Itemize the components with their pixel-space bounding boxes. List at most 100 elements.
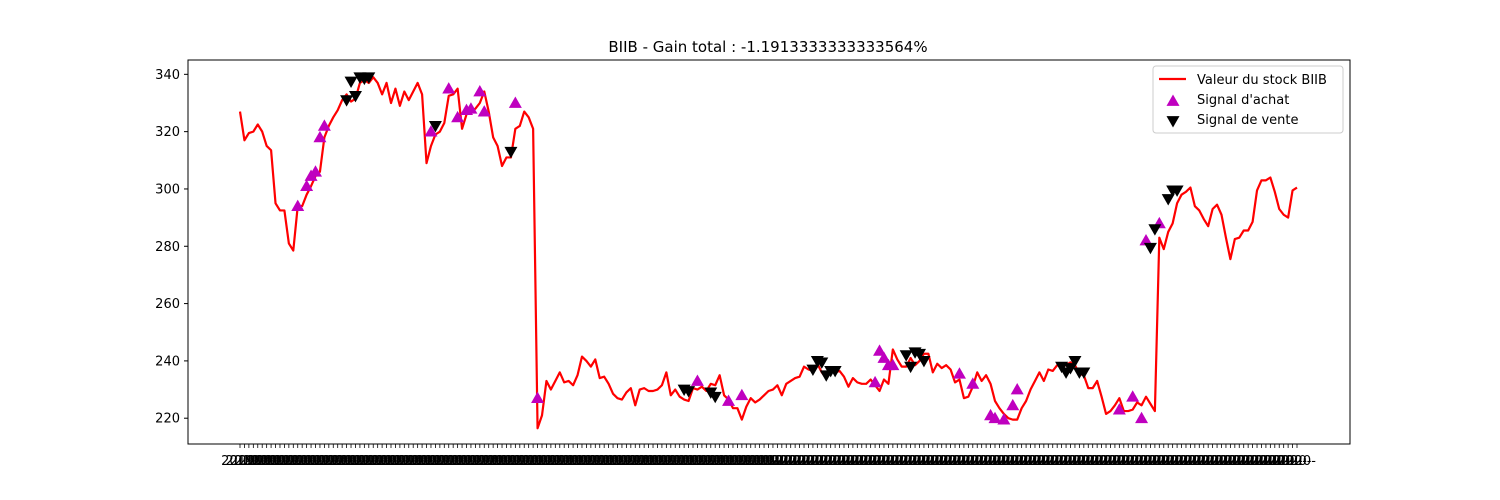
x-tick-label: 2019- — [456, 454, 494, 469]
buy-signal-marker — [1139, 234, 1153, 246]
buy-signal-marker — [997, 413, 1011, 425]
x-tick-label: 2020- — [852, 454, 890, 469]
x-tick-label: 2020- — [1247, 454, 1285, 469]
x-tick-label: 2020- — [865, 454, 903, 469]
plot-frame — [187, 59, 1351, 445]
x-tick-label: 2020- — [843, 454, 881, 469]
x-tick-label: 2019- — [665, 454, 703, 469]
buy-signal-marker — [886, 358, 900, 371]
x-tick-label: 2019- — [585, 454, 623, 469]
x-tick-label: 2020- — [883, 454, 921, 469]
x-tick-label: 2019- — [532, 454, 570, 469]
x-tick-label: 2020- — [1105, 454, 1143, 469]
x-tick-label: 2019- — [732, 454, 770, 469]
x-tick-label: 2019- — [652, 454, 690, 469]
x-tick-label: 2020- — [1211, 454, 1249, 469]
x-tick-label: 2019- — [599, 454, 637, 469]
x-tick-label: 2019- — [679, 454, 717, 469]
x-tick-label: 2019- — [425, 454, 463, 469]
buy-signal-marker — [309, 165, 322, 177]
x-tick-label: 2020- — [785, 454, 823, 469]
x-tick-label: 2020- — [834, 454, 872, 469]
x-tick-label: 2020- — [918, 454, 956, 469]
x-tick-label: 2020- — [949, 454, 987, 469]
x-tick-label: 2020- — [798, 454, 836, 469]
sell-signal-marker — [1148, 224, 1162, 236]
x-tick-label: 2020- — [998, 454, 1036, 469]
x-tick-label: 2019- — [568, 454, 606, 469]
x-tick-label: 2019- — [385, 454, 423, 469]
x-tick-label: 2019- — [381, 454, 419, 469]
x-tick-label: 2020- — [981, 454, 1019, 469]
x-tick-label: 2020- — [856, 454, 894, 469]
x-tick-label: 2019- — [332, 454, 370, 469]
x-tick-label: 2019- — [714, 454, 752, 469]
plot-area — [187, 59, 1351, 445]
x-tick-label: 2020- — [958, 454, 996, 469]
x-tick-label: 2020- — [1229, 454, 1267, 469]
x-tick-label: 2019- — [696, 454, 734, 469]
buy-signal-marker — [464, 102, 478, 114]
x-tick-label: 2020- — [1274, 454, 1312, 469]
x-tick-label: 2019- — [674, 454, 712, 469]
buy-signal-marker — [1010, 383, 1024, 395]
sell-signal-marker — [348, 90, 362, 103]
x-tick-label: 2019- — [630, 454, 668, 469]
x-tick-label: 2020- — [1260, 454, 1298, 469]
x-tick-label: 2020- — [945, 454, 983, 469]
x-tick-label: 2020- — [1154, 454, 1192, 469]
x-tick-label: 2019- — [510, 454, 548, 469]
y-tick-label: 280 — [155, 240, 180, 255]
sell-signal-marker — [340, 95, 354, 107]
x-tick-label: 2020- — [989, 454, 1027, 469]
x-tick-label: 2019- — [310, 454, 348, 469]
x-tick-label: 2019- — [363, 454, 401, 469]
x-tick-label: 2020- — [781, 454, 819, 469]
x-tick-label: 2020- — [1056, 454, 1094, 469]
x-tick-label: 2019- — [479, 454, 517, 469]
x-tick-label: 2019- — [297, 454, 335, 469]
sell-signal-marker — [1143, 242, 1157, 255]
x-tick-label: 2019- — [723, 454, 761, 469]
sell-signal-marker — [1170, 185, 1184, 197]
x-tick-label: 2020- — [1203, 454, 1241, 469]
x-tick-label: 2019- — [399, 454, 437, 469]
buy-signal-marker — [1126, 390, 1140, 402]
sell-signal-marker — [428, 121, 442, 133]
x-tick-label: 2019- — [226, 454, 264, 469]
buy-signal-marker — [735, 388, 749, 401]
x-tick-label: 2020- — [1083, 454, 1121, 469]
x-tick-label: 2019- — [719, 454, 757, 469]
x-tick-label: 2020- — [1100, 454, 1138, 469]
x-tick-label: 2019- — [345, 454, 383, 469]
x-tick-label: 2019- — [408, 454, 446, 469]
x-tick-label: 2019- — [590, 454, 628, 469]
x-tick-label: 2019- — [283, 454, 321, 469]
x-axis: 2019-2019-2019-2019-2019-2019-2019-2019-… — [221, 444, 1316, 469]
legend-entry-label: Signal d'achat — [1197, 93, 1289, 108]
sell-signal-marker — [904, 361, 918, 374]
x-tick-label: 2019- — [488, 454, 526, 469]
x-tick-label: 2019- — [248, 454, 286, 469]
x-tick-label: 2020- — [1167, 454, 1205, 469]
x-tick-label: 2020- — [1043, 454, 1081, 469]
y-axis: 220 240 260 280 300 320 340 — [155, 68, 188, 427]
x-tick-label: 2020- — [790, 454, 828, 469]
x-tick-label: 2019- — [341, 454, 379, 469]
x-tick-label: 2019- — [603, 454, 641, 469]
buy-signal-marker — [300, 179, 314, 191]
y-tick-label: 320 — [155, 125, 180, 140]
x-tick-label: 2019- — [430, 454, 468, 469]
x-tick-label: 2020- — [1207, 454, 1245, 469]
legend-entry-label: Valeur du stock BIIB — [1197, 73, 1327, 88]
buy-signal-marker — [477, 105, 491, 117]
x-tick-label: 2019- — [452, 454, 490, 469]
x-tick-label: 2020- — [1243, 454, 1281, 469]
x-tick-label: 2019- — [230, 454, 268, 469]
x-tick-label: 2020- — [1123, 454, 1161, 469]
y-tick-label: 300 — [155, 182, 180, 197]
x-tick-label: 2019- — [643, 454, 681, 469]
buy-signal-marker — [877, 351, 891, 363]
x-tick-label: 2020- — [932, 454, 970, 469]
x-tick-label: 2019- — [314, 454, 352, 469]
